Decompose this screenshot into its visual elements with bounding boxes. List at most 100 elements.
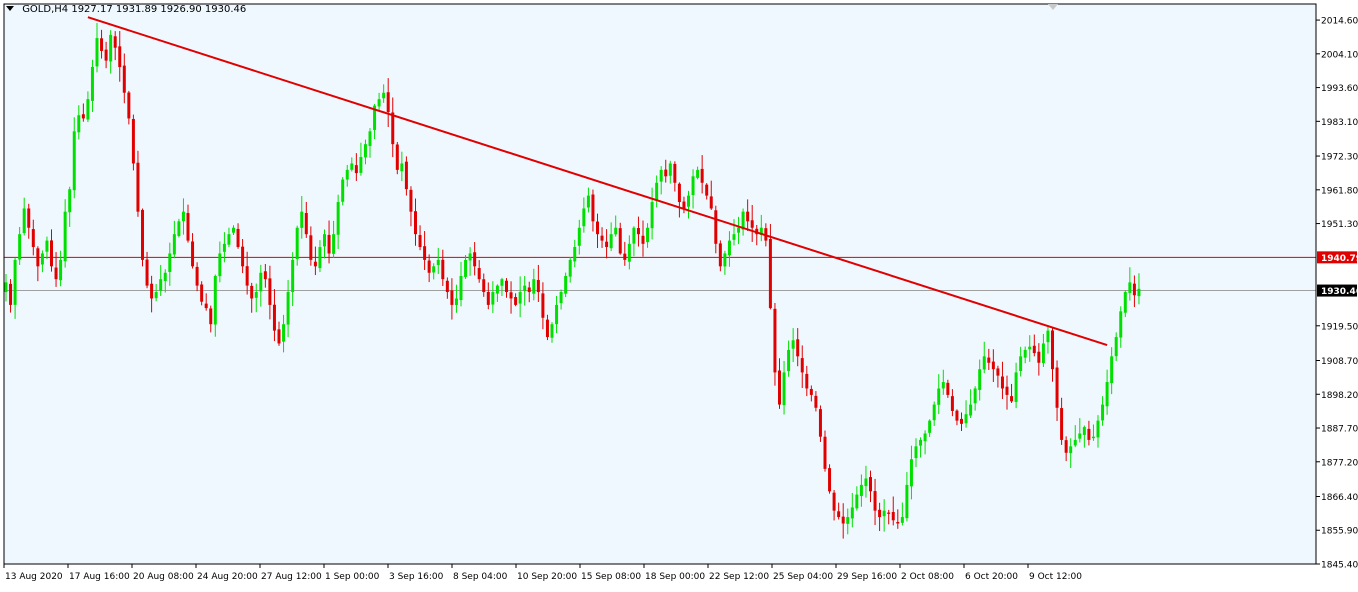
- candle-bear: [991, 361, 995, 370]
- candle-bull: [373, 105, 377, 130]
- candle-bear: [50, 240, 53, 267]
- candle-bull: [359, 157, 363, 173]
- candle-bear: [309, 235, 313, 260]
- candle-bull: [859, 484, 863, 497]
- candle-bull: [40, 253, 44, 265]
- candle-bear: [263, 271, 267, 280]
- candle-bear: [241, 246, 245, 267]
- scroll-shift-marker-icon[interactable]: [1048, 4, 1058, 10]
- candle-bear: [718, 243, 722, 267]
- candle-bear: [873, 491, 877, 511]
- candle-bull: [787, 349, 791, 372]
- y-tick-label: 1877.20: [1321, 458, 1358, 468]
- candle-bear: [195, 266, 199, 286]
- candle-bull: [586, 195, 590, 208]
- candle-bull: [732, 234, 736, 240]
- candle-bull: [1019, 356, 1023, 372]
- candle-bull: [568, 259, 572, 277]
- candle-bear: [596, 221, 599, 235]
- candle-bear: [996, 368, 1000, 376]
- candle-bear: [54, 267, 58, 280]
- candle-bear: [641, 235, 645, 244]
- candle-bear: [778, 370, 781, 405]
- candle-bull: [295, 227, 299, 260]
- candle-bull: [86, 99, 90, 120]
- candle-bull: [909, 459, 913, 487]
- ohlc-values: 1927.17 1931.89 1926.90 1930.46: [71, 4, 247, 15]
- candle-bear: [514, 297, 518, 305]
- candle-bear: [118, 46, 122, 68]
- level-price-tag: 1940.79: [1321, 254, 1358, 264]
- candle-bull: [336, 202, 340, 235]
- x-tick-label: 18 Sep 00:00: [645, 572, 705, 582]
- candle-bear: [445, 280, 449, 293]
- candle-bear: [391, 112, 395, 145]
- y-tick-label: 2014.60: [1321, 17, 1358, 27]
- candle-bear: [473, 252, 477, 267]
- candle-bull: [4, 282, 8, 293]
- candle-bear: [1060, 408, 1064, 440]
- candle-bear: [800, 358, 804, 373]
- candle-bear: [636, 228, 640, 235]
- candle-bear: [623, 253, 627, 260]
- candle-bear: [677, 183, 681, 203]
- candle-bull: [650, 202, 654, 229]
- candle-bull: [555, 304, 559, 325]
- candle-bear: [1132, 283, 1136, 296]
- candle-bull: [363, 144, 367, 158]
- candle-bear: [354, 165, 358, 174]
- bid-price-tag: 1930.46: [1321, 287, 1358, 297]
- candle-bull: [341, 179, 345, 202]
- candle-bear: [395, 144, 399, 170]
- candle-bull: [1101, 404, 1105, 421]
- candle-bull: [254, 292, 258, 298]
- candle-bull: [646, 227, 650, 243]
- candle-bull: [723, 253, 727, 267]
- chevron-down-icon[interactable]: [6, 6, 14, 11]
- candle-bear: [200, 284, 204, 302]
- candle-bear: [209, 308, 213, 325]
- candle-bull: [1046, 330, 1050, 343]
- y-tick-label: 1866.40: [1321, 493, 1358, 503]
- candle-bear: [313, 261, 317, 267]
- candle-bull: [464, 259, 468, 277]
- candle-bear: [1064, 440, 1068, 453]
- candle-bull: [973, 388, 977, 404]
- candle-bull: [227, 234, 231, 245]
- trendline[interactable]: [87, 16, 1108, 347]
- candle-bear: [141, 209, 144, 260]
- y-tick-label: 1993.60: [1321, 84, 1358, 94]
- candle-bull: [13, 259, 17, 305]
- candle-bear: [441, 259, 445, 280]
- candle-bear: [536, 279, 540, 293]
- candle-bull: [177, 221, 181, 236]
- candle-bull: [1123, 292, 1127, 313]
- candle-bull: [77, 115, 81, 133]
- candle-bear: [541, 293, 545, 318]
- candle-bear: [423, 246, 427, 260]
- candle-bear: [768, 238, 772, 309]
- candle-bull: [941, 382, 945, 389]
- candle-bear: [814, 395, 818, 408]
- candle-bull: [1073, 439, 1077, 446]
- candle-bear: [113, 36, 117, 48]
- candle-bull: [468, 253, 472, 261]
- candle-bull: [1105, 382, 1109, 407]
- candle-bull: [432, 266, 436, 273]
- candle-bull: [882, 510, 886, 517]
- x-tick-label: 20 Aug 08:00: [133, 572, 194, 582]
- candle-bull: [400, 163, 404, 172]
- candle-bull: [518, 292, 522, 304]
- candle-bull: [691, 176, 695, 196]
- candle-bull: [1028, 346, 1032, 350]
- candle-bull: [154, 292, 158, 299]
- candle-bull: [1119, 311, 1123, 338]
- candle-bull: [68, 189, 72, 213]
- y-tick-label: 1887.70: [1321, 425, 1358, 435]
- y-tick-label: 1972.30: [1321, 153, 1358, 163]
- bid-price-tag-bg: [1317, 284, 1357, 297]
- candle-bear: [950, 396, 954, 411]
- candle-bear: [509, 292, 513, 299]
